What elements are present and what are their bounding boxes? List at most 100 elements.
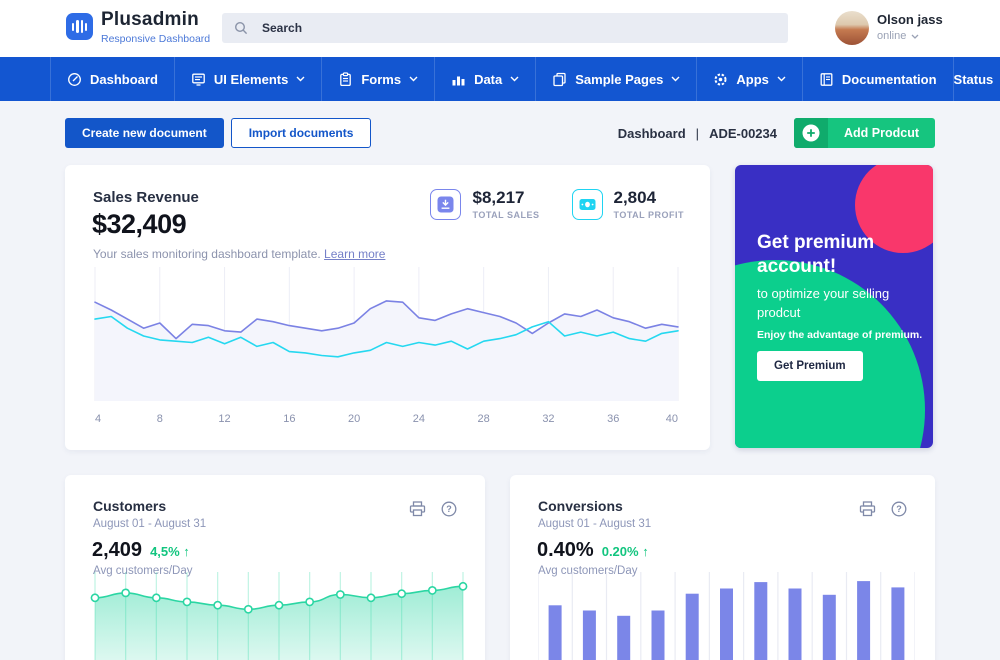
documentation-icon [819,72,834,87]
chevron-down-icon [671,76,680,82]
customers-card: Customers August 01 - August 31 ? 2,409 … [65,475,485,660]
svg-text:32: 32 [542,413,554,425]
user-status-label: online [877,30,906,42]
sales-stats: $8,217 TOTAL SALES 2,804 TOTAL PROFIT [430,189,684,220]
add-product-label: Add Prodcut [828,118,935,148]
total-sales-stat: $8,217 TOTAL SALES [430,189,539,220]
nav-label: Forms [361,72,401,87]
toolbar: Create new document Import documents Das… [65,118,935,148]
total-profit-value: 2,804 [614,189,685,208]
conversions-chart [538,568,915,660]
brand-logo-icon [66,13,93,40]
breadcrumb-separator: | [696,126,699,141]
sales-total-value: $32,409 [92,209,186,240]
user-status-menu[interactable]: online [877,30,919,42]
customers-chart [89,568,469,660]
premium-title: Get premium account! [757,231,917,279]
customers-value: 2,409 [92,539,142,562]
add-product-button[interactable]: Add Prodcut [794,118,935,148]
svg-text:?: ? [896,504,902,514]
conversions-delta: 0.20% ↑ [602,544,649,559]
total-sales-icon [430,189,461,220]
customers-title: Customers [93,498,166,514]
svg-text:40: 40 [666,413,678,425]
svg-text:4: 4 [95,413,101,425]
svg-text:28: 28 [478,413,490,425]
conversions-date-range: August 01 - August 31 [538,518,651,530]
help-icon[interactable]: ? [441,501,457,517]
svg-text:36: 36 [607,413,619,425]
app-header: Plusadmin Responsive Dashboard Olson jas… [0,0,1000,57]
main-nav: Dashboard UI Elements Forms D [0,57,1000,101]
svg-text:?: ? [446,504,452,514]
sales-revenue-card: Sales Revenue $32,409 Your sales monitor… [65,165,710,450]
chevron-down-icon [911,34,919,39]
nav-label: Documentation [842,72,937,87]
user-name: Olson jass [877,12,943,27]
premium-note: Enjoy the advantage of premium. [757,329,922,341]
premium-promo-card: Get premium account! to optimize your se… [735,165,933,448]
total-profit-label: TOTAL PROFIT [614,210,685,220]
print-icon[interactable] [859,501,876,517]
breadcrumb-code: ADE-00234 [709,126,777,141]
nav-label: Apps [736,72,769,87]
learn-more-link[interactable]: Learn more [324,247,385,261]
get-premium-button[interactable]: Get Premium [757,351,863,381]
nav-right-group: Status Trailing English [954,57,1000,101]
ui-elements-icon [191,72,206,87]
status-link[interactable]: Status [954,72,994,87]
sales-chart: 4 8 12 16 20 24 28 32 36 40 [93,265,682,425]
sales-description: Your sales monitoring dashboard template… [93,247,385,261]
import-documents-button[interactable]: Import documents [231,118,372,148]
nav-label: Data [474,72,502,87]
help-icon[interactable]: ? [891,501,907,517]
nav-item-sample-pages[interactable]: Sample Pages [536,57,697,101]
nav-label: Dashboard [90,72,158,87]
search-bar[interactable] [222,13,788,43]
nav-item-apps[interactable]: Apps [697,57,803,101]
sample-pages-icon [552,72,567,87]
data-icon [451,72,466,87]
total-profit-icon [572,189,603,220]
conversions-card: Conversions August 01 - August 31 ? 0.40… [510,475,935,660]
brand-name: Plusadmin [101,9,199,31]
conversions-title: Conversions [538,498,623,514]
total-profit-stat: 2,804 TOTAL PROFIT [572,189,685,220]
svg-text:24: 24 [413,413,425,425]
nav-item-ui-elements[interactable]: UI Elements [175,57,322,101]
apps-gear-icon [713,72,728,87]
print-icon[interactable] [409,501,426,517]
breadcrumb: Dashboard | ADE-00234 [618,126,777,141]
total-sales-label: TOTAL SALES [472,210,539,220]
brand-tagline: Responsive Dashboard [101,33,210,45]
conversions-value: 0.40% [537,539,594,562]
nav-item-forms[interactable]: Forms [322,57,435,101]
avatar[interactable] [835,11,869,45]
chevron-down-icon [296,76,305,82]
search-icon [234,21,248,35]
create-document-button[interactable]: Create new document [65,118,224,148]
nav-item-documentation[interactable]: Documentation [803,57,954,101]
sales-title: Sales Revenue [93,189,199,206]
svg-text:20: 20 [348,413,360,425]
customers-date-range: August 01 - August 31 [93,518,206,530]
chevron-down-icon [409,76,418,82]
search-input[interactable] [262,21,776,35]
nav-label: UI Elements [214,72,288,87]
chevron-down-icon [510,76,519,82]
sales-description-text: Your sales monitoring dashboard template… [93,247,321,261]
chevron-down-icon [777,76,786,82]
premium-subtitle: to optimize your selling prodcut [757,285,907,323]
svg-text:8: 8 [157,413,163,425]
dashboard-icon [67,72,82,87]
forms-icon [338,72,353,87]
nav-label: Sample Pages [575,72,663,87]
plus-icon [802,124,820,142]
customers-delta: 4,5% ↑ [150,544,190,559]
svg-text:12: 12 [218,413,230,425]
total-sales-value: $8,217 [472,189,539,208]
svg-text:16: 16 [283,413,295,425]
breadcrumb-section[interactable]: Dashboard [618,126,686,141]
nav-item-dashboard[interactable]: Dashboard [50,57,175,101]
nav-item-data[interactable]: Data [435,57,536,101]
